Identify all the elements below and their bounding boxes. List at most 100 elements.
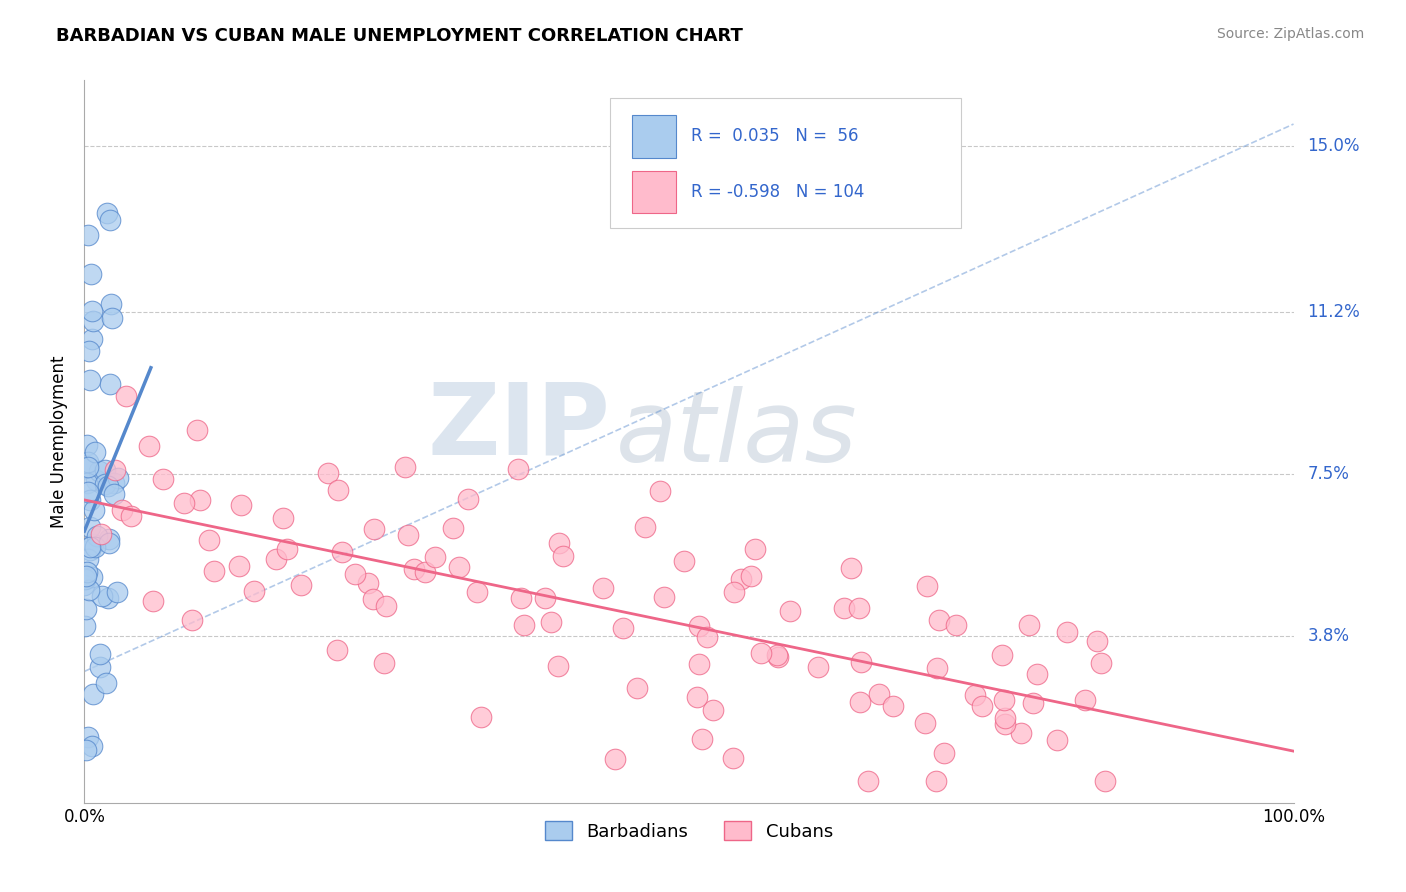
Point — [152, 472, 174, 486]
Point — [1046, 733, 1069, 747]
Point — [970, 699, 993, 714]
Text: ZIP: ZIP — [427, 378, 610, 475]
Point — [592, 582, 614, 596]
Point — [75, 602, 97, 616]
Point — [97, 479, 120, 493]
Point — [98, 376, 121, 391]
Text: 11.2%: 11.2% — [1308, 303, 1360, 321]
Point — [915, 579, 938, 593]
Point — [723, 585, 745, 599]
Point — [373, 656, 395, 670]
Point — [848, 600, 870, 615]
Point — [79, 519, 101, 533]
Point — [100, 296, 122, 310]
FancyBboxPatch shape — [633, 115, 676, 158]
Point — [361, 592, 384, 607]
Point — [928, 613, 950, 627]
Point — [672, 554, 695, 568]
Point — [849, 695, 872, 709]
Point — [779, 604, 801, 618]
Point — [173, 496, 195, 510]
Point — [90, 589, 112, 603]
Text: 7.5%: 7.5% — [1308, 466, 1350, 483]
Point — [506, 462, 529, 476]
Point — [73, 460, 96, 475]
Point — [991, 648, 1014, 662]
Point — [120, 508, 142, 523]
Point — [76, 228, 98, 243]
Point — [79, 374, 101, 388]
Point — [83, 503, 105, 517]
Point — [1090, 657, 1112, 671]
Point — [394, 459, 416, 474]
Point — [94, 477, 117, 491]
Point — [186, 423, 208, 437]
Point — [76, 438, 98, 452]
Point — [90, 526, 112, 541]
Point — [271, 511, 294, 525]
Point — [994, 716, 1017, 731]
Point — [548, 535, 571, 549]
Point — [868, 687, 890, 701]
Point — [634, 520, 657, 534]
Point — [79, 540, 101, 554]
Point — [73, 572, 96, 586]
Point — [540, 615, 562, 630]
Point — [1010, 726, 1032, 740]
Point — [702, 703, 724, 717]
Point — [1018, 618, 1040, 632]
Point — [82, 314, 104, 328]
Point — [180, 614, 202, 628]
Point — [465, 585, 488, 599]
Point — [841, 560, 863, 574]
Point — [914, 716, 936, 731]
Point — [730, 572, 752, 586]
Point — [415, 566, 437, 580]
Point — [330, 545, 353, 559]
Point — [423, 549, 446, 564]
Point — [98, 213, 121, 227]
Point — [343, 567, 366, 582]
Point — [101, 310, 124, 325]
Point — [626, 681, 648, 695]
Point — [513, 618, 536, 632]
Text: 15.0%: 15.0% — [1308, 137, 1360, 155]
Point — [375, 599, 398, 614]
Point — [77, 343, 100, 358]
Point — [363, 522, 385, 536]
Text: R = -0.598   N = 104: R = -0.598 N = 104 — [692, 183, 865, 201]
Point — [142, 594, 165, 608]
Text: Source: ZipAtlas.com: Source: ZipAtlas.com — [1216, 27, 1364, 41]
Point — [721, 751, 744, 765]
Point — [849, 655, 872, 669]
Point — [686, 690, 709, 704]
Point — [228, 558, 250, 573]
Point — [76, 565, 98, 579]
Point — [96, 206, 118, 220]
Point — [97, 532, 120, 546]
Point — [243, 583, 266, 598]
Point — [98, 536, 121, 550]
Point — [82, 537, 104, 551]
Point — [1094, 773, 1116, 788]
Text: atlas: atlas — [616, 386, 858, 483]
Point — [447, 560, 470, 574]
Point — [264, 551, 287, 566]
Point — [766, 648, 789, 662]
Point — [84, 540, 107, 554]
Point — [965, 688, 987, 702]
Point — [807, 660, 830, 674]
Point — [76, 476, 98, 491]
Point — [1074, 693, 1097, 707]
Point — [197, 533, 219, 548]
Point — [882, 698, 904, 713]
Point — [75, 742, 97, 756]
Point — [688, 657, 710, 671]
Point — [77, 582, 100, 597]
Point — [326, 642, 349, 657]
Point — [103, 487, 125, 501]
Point — [86, 529, 108, 543]
Point — [77, 459, 100, 474]
Point — [326, 483, 349, 497]
Point — [202, 564, 225, 578]
